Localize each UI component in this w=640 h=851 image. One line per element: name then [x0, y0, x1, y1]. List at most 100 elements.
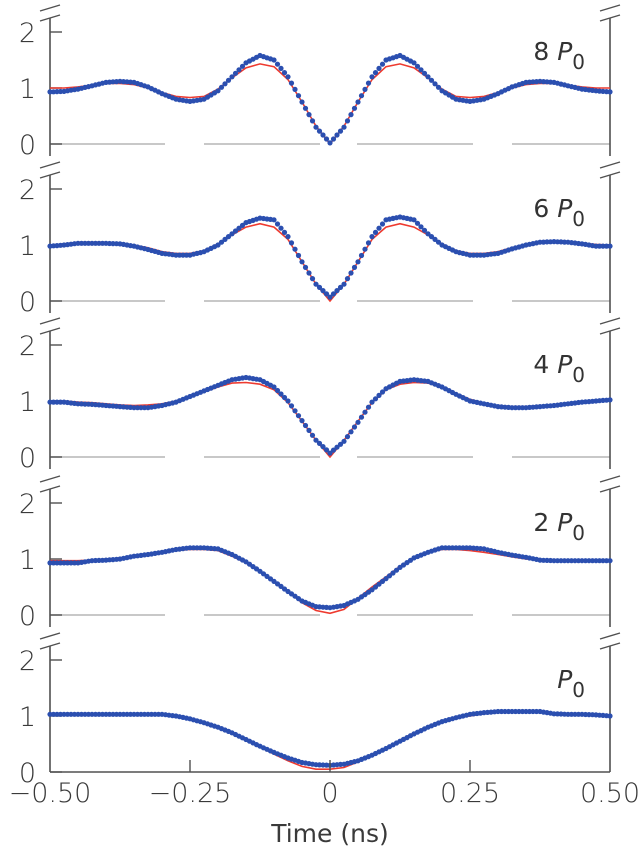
data-point — [323, 447, 330, 453]
data-point — [372, 584, 379, 590]
measured-dots — [47, 52, 613, 146]
panel-label: 6 P0 — [533, 194, 585, 231]
data-point — [292, 246, 298, 252]
data-point — [428, 234, 435, 240]
y-tick-label: 2 — [19, 175, 36, 206]
data-point — [281, 229, 288, 235]
data-point — [320, 132, 326, 138]
data-point — [278, 391, 284, 397]
data-point — [379, 61, 386, 67]
data-point — [369, 234, 375, 240]
data-point — [309, 432, 316, 438]
data-point — [288, 240, 295, 246]
data-point — [421, 70, 428, 76]
y-tick-label: 0 — [19, 287, 36, 318]
data-point — [225, 234, 232, 240]
power-subscript: 0 — [572, 207, 585, 231]
data-point — [316, 128, 323, 134]
data-point — [225, 77, 232, 83]
data-point — [358, 252, 365, 259]
data-point — [330, 291, 337, 297]
power-multiplier: 6 — [533, 194, 557, 223]
data-point — [344, 434, 351, 440]
data-point — [369, 587, 375, 593]
axis-break-mark — [39, 475, 61, 483]
data-point — [351, 105, 358, 111]
y-tick-label: 0 — [19, 758, 36, 789]
axis-break-mark — [599, 161, 621, 169]
data-point — [278, 225, 284, 231]
data-point — [341, 124, 347, 130]
data-point — [432, 236, 438, 242]
data-point — [218, 239, 225, 245]
data-point — [334, 132, 340, 138]
data-point — [278, 65, 284, 71]
data-point — [362, 409, 368, 415]
fit-curve — [49, 222, 611, 303]
axis-break-mark — [39, 632, 61, 640]
measured-dots — [47, 214, 613, 300]
data-point — [355, 99, 361, 105]
data-point — [323, 136, 330, 142]
y-tick-label: 2 — [19, 489, 36, 520]
data-point — [218, 84, 225, 90]
data-point — [362, 86, 368, 92]
power-subscript: 0 — [572, 521, 585, 545]
data-point — [285, 74, 291, 80]
data-point — [411, 217, 417, 223]
measured-dots — [47, 374, 613, 456]
y-tick-label: 2 — [19, 18, 36, 49]
data-point — [393, 567, 400, 573]
measured-dots — [47, 545, 613, 611]
y-tick-label: 1 — [19, 387, 36, 418]
data-point — [285, 398, 291, 404]
data-point — [390, 570, 396, 576]
data-point — [355, 259, 361, 265]
data-point — [607, 243, 613, 249]
data-point — [425, 231, 431, 237]
data-point — [365, 80, 372, 86]
axis-break-mark — [599, 632, 621, 640]
axis-break-mark — [39, 642, 61, 650]
data-point — [351, 264, 358, 270]
data-point — [309, 276, 316, 282]
measured-dots — [47, 708, 613, 768]
x-tick-label: −0.25 — [149, 778, 232, 809]
data-point — [337, 128, 344, 134]
axis-break-mark — [599, 475, 621, 483]
power-multiplier: 4 — [533, 350, 557, 379]
data-point — [323, 291, 330, 297]
x-tick-label: −0.50 — [9, 778, 92, 809]
axis-break-mark — [39, 317, 61, 325]
y-tick-label: 0 — [19, 443, 36, 474]
data-point — [313, 124, 319, 130]
y-tick-label: 1 — [19, 74, 36, 105]
data-point — [215, 88, 221, 94]
x-axis-title: Time (ns) — [270, 819, 389, 848]
data-point — [215, 242, 221, 248]
data-point — [414, 63, 421, 69]
data-point — [239, 63, 246, 69]
data-point — [386, 573, 393, 579]
power-multiplier: 8 — [533, 37, 557, 66]
data-point — [330, 136, 337, 142]
data-point — [236, 225, 242, 231]
data-point — [302, 264, 309, 270]
axis-break-mark — [39, 327, 61, 335]
data-point — [372, 396, 379, 402]
y-tick-label: 2 — [19, 331, 36, 362]
power-subscript: 0 — [572, 50, 585, 74]
axis-break-mark — [599, 14, 621, 22]
data-point — [358, 93, 365, 99]
axis-break-mark — [39, 485, 61, 493]
axis-break-mark — [39, 4, 61, 12]
data-point — [302, 105, 309, 111]
data-point — [281, 394, 288, 401]
data-point — [355, 419, 361, 425]
data-point — [320, 444, 326, 450]
data-point — [271, 57, 277, 63]
data-point — [316, 284, 323, 290]
